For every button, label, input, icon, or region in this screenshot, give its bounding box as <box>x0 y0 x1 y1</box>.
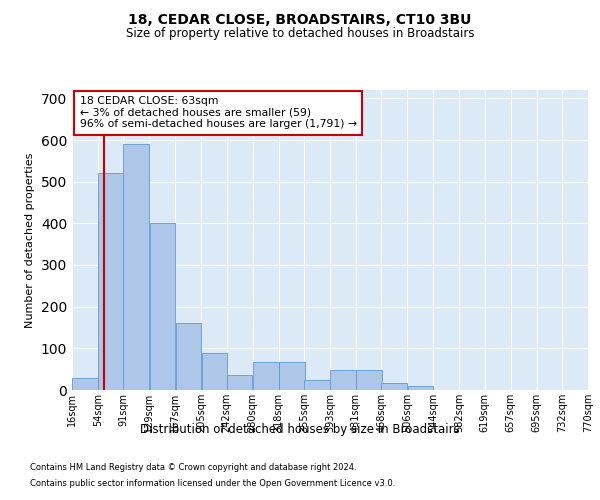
Bar <box>149 224 175 390</box>
Bar <box>176 324 201 390</box>
Y-axis label: Number of detached properties: Number of detached properties <box>25 152 35 328</box>
Bar <box>253 362 278 390</box>
Bar <box>98 174 124 390</box>
Text: Distribution of detached houses by size in Broadstairs: Distribution of detached houses by size … <box>140 422 460 436</box>
Text: Size of property relative to detached houses in Broadstairs: Size of property relative to detached ho… <box>126 28 474 40</box>
Text: Contains HM Land Registry data © Crown copyright and database right 2024.: Contains HM Land Registry data © Crown c… <box>30 464 356 472</box>
Bar <box>330 370 356 390</box>
Bar <box>304 380 330 390</box>
Bar <box>407 386 433 390</box>
Bar <box>124 144 149 390</box>
Bar <box>382 382 407 390</box>
Text: 18, CEDAR CLOSE, BROADSTAIRS, CT10 3BU: 18, CEDAR CLOSE, BROADSTAIRS, CT10 3BU <box>128 12 472 26</box>
Bar <box>202 352 227 390</box>
Bar <box>227 376 253 390</box>
Bar <box>72 378 98 390</box>
Text: 18 CEDAR CLOSE: 63sqm
← 3% of detached houses are smaller (59)
96% of semi-detac: 18 CEDAR CLOSE: 63sqm ← 3% of detached h… <box>80 96 357 129</box>
Bar <box>279 362 305 390</box>
Text: Contains public sector information licensed under the Open Government Licence v3: Contains public sector information licen… <box>30 478 395 488</box>
Bar <box>356 370 382 390</box>
